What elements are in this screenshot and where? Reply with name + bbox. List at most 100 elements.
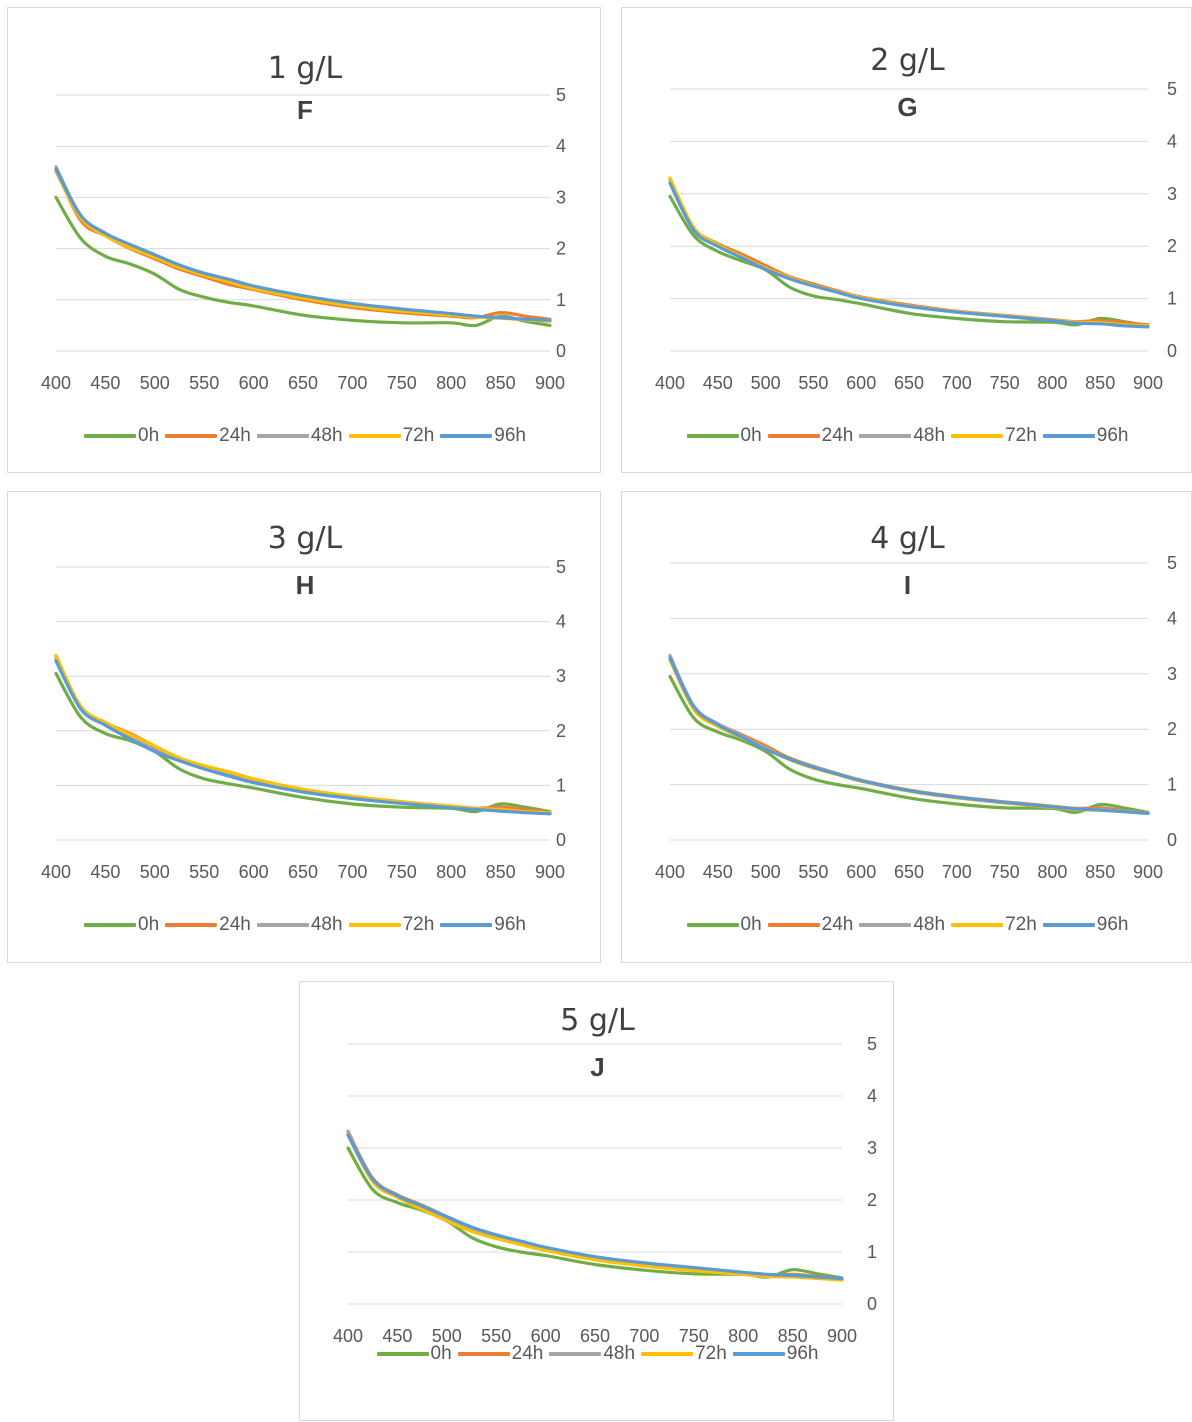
x-tick-label: 450: [703, 862, 733, 882]
legend-label: 24h: [821, 914, 854, 935]
y-tick-label: 1: [1167, 775, 1177, 795]
legend-swatch: [440, 923, 493, 927]
chart-legend: 0h 24h 48h 72h 96h: [622, 914, 1192, 936]
x-tick-label: 900: [1133, 862, 1163, 882]
series-line-96h: [54, 167, 552, 322]
x-tick-label: 500: [140, 373, 170, 393]
x-tick-label: 450: [703, 373, 733, 393]
series-line-72h: [54, 653, 552, 815]
x-tick-label: 800: [1037, 373, 1067, 393]
legend-label: 0h: [138, 914, 160, 935]
series-line-96h: [54, 659, 552, 816]
legend-label: 48h: [310, 425, 343, 446]
x-tick-label: 900: [1133, 373, 1163, 393]
chart-legend: 0h 24h 48h 72h 96h: [8, 425, 602, 447]
x-tick-label: 650: [894, 862, 924, 882]
legend-label: 24h: [219, 914, 251, 935]
y-tick-label: 3: [1167, 184, 1177, 204]
chart-title: 2 g/L: [870, 43, 945, 78]
legend-swatch: [457, 1352, 510, 1356]
legend-label: 96h: [494, 425, 526, 446]
y-tick-label: 5: [1167, 79, 1177, 99]
chart-plot: 0 1 2 3 4 5 400 450 500 550 600 650 700 750 800 850 900: [41, 85, 566, 393]
chart-plot: 0 1 2 3 4 5 400 450 500 550 600 650 700 750 800 850 900: [655, 79, 1177, 393]
legend-label: 24h: [821, 425, 854, 446]
legend-item-48h: 48h: [256, 914, 343, 936]
y-tick-label: 4: [1167, 131, 1177, 151]
x-tick-label: 800: [1037, 862, 1067, 882]
legend-label: 72h: [402, 914, 435, 935]
legend-item-72h: 72h: [951, 425, 1037, 447]
chart-title: 4 g/L: [870, 521, 945, 556]
legend-item-24h: 24h: [457, 1343, 544, 1365]
y-tick-label: 2: [556, 721, 566, 741]
chart-legend: 0h 24h 48h 72h 96h: [8, 914, 602, 936]
legend-swatch: [951, 923, 1004, 927]
chart-panel-h: 3 g/L H 0 1 2 3 4 5 400 450 500 550 600 650 700 750 80…: [7, 491, 601, 963]
legend-swatch: [440, 434, 493, 438]
y-tick-label: 4: [556, 612, 566, 632]
x-tick-label: 600: [531, 1326, 561, 1346]
y-tick-label: 1: [1167, 289, 1177, 309]
y-tick-label: 0: [867, 1294, 877, 1314]
x-tick-label: 500: [751, 862, 781, 882]
x-tick-label: 850: [778, 1326, 808, 1346]
chart-panel-g: 2 g/L G 0 1 2 3 4 5 400 450 500 550 600 650 700 750 80…: [621, 7, 1192, 473]
legend-label: 72h: [695, 1343, 727, 1364]
y-tick-label: 3: [556, 187, 566, 207]
legend-swatch: [84, 434, 137, 438]
legend-swatch: [84, 923, 137, 927]
legend-item-96h: 96h: [732, 1343, 819, 1365]
x-tick-label: 400: [655, 862, 685, 882]
legend-swatch: [732, 1352, 785, 1356]
chart-plot: 0 1 2 3 4 5 400 450 500 550 600 650 700 750 800 850 900: [333, 1034, 877, 1346]
chart-subtitle: J: [590, 1052, 605, 1082]
legend-item-48h: 48h: [256, 425, 343, 447]
y-tick-label: 5: [1167, 553, 1177, 573]
legend-item-96h: 96h: [1042, 914, 1128, 936]
legend-label: 72h: [1005, 425, 1037, 446]
y-tick-label: 4: [556, 136, 566, 156]
y-tick-label: 1: [556, 290, 566, 310]
legend-item-24h: 24h: [165, 425, 251, 447]
chart-plot: 0 1 2 3 4 5 400 450 500 550 600 650 700 750 800 850 900: [41, 557, 566, 882]
x-tick-label: 700: [337, 373, 367, 393]
legend-item-48h: 48h: [859, 425, 945, 447]
legend-swatch: [1042, 434, 1095, 438]
legend-item-0h: 0h: [84, 914, 159, 936]
legend-item-0h: 0h: [84, 425, 159, 447]
x-tick-label: 650: [288, 373, 318, 393]
chart-plot: 0 1 2 3 4 5 400 450 500 550 600 650 700 750 800 850 900: [655, 553, 1177, 882]
legend-swatch: [641, 1352, 694, 1356]
x-tick-label: 450: [90, 373, 120, 393]
legend-label: 0h: [740, 425, 762, 446]
y-tick-label: 3: [1167, 664, 1177, 684]
x-tick-label: 400: [655, 373, 685, 393]
y-tick-label: 0: [556, 341, 566, 361]
y-tick-label: 5: [556, 85, 566, 105]
y-tick-label: 0: [1167, 341, 1177, 361]
y-tick-label: 2: [1167, 236, 1177, 256]
legend-swatch: [165, 923, 218, 927]
x-tick-label: 700: [942, 862, 972, 882]
legend-swatch: [348, 434, 401, 438]
legend-label: 48h: [603, 1343, 636, 1364]
legend-item-96h: 96h: [1042, 425, 1128, 447]
x-tick-label: 800: [436, 373, 466, 393]
legend-label: 48h: [913, 425, 946, 446]
y-tick-label: 2: [867, 1190, 877, 1210]
x-tick-label: 450: [90, 862, 120, 882]
legend-item-72h: 72h: [348, 425, 434, 447]
legend-label: 96h: [786, 1343, 819, 1364]
x-tick-label: 800: [436, 862, 466, 882]
series-line-0h: [54, 195, 552, 328]
x-tick-label: 850: [486, 862, 516, 882]
y-tick-label: 0: [1167, 830, 1177, 850]
x-tick-label: 600: [846, 373, 876, 393]
legend-swatch: [859, 434, 912, 438]
legend-label: 24h: [511, 1343, 544, 1364]
series-line-96h: [668, 181, 1150, 329]
y-tick-label: 3: [556, 666, 566, 686]
y-tick-label: 4: [1167, 608, 1177, 628]
legend-swatch: [1042, 923, 1095, 927]
